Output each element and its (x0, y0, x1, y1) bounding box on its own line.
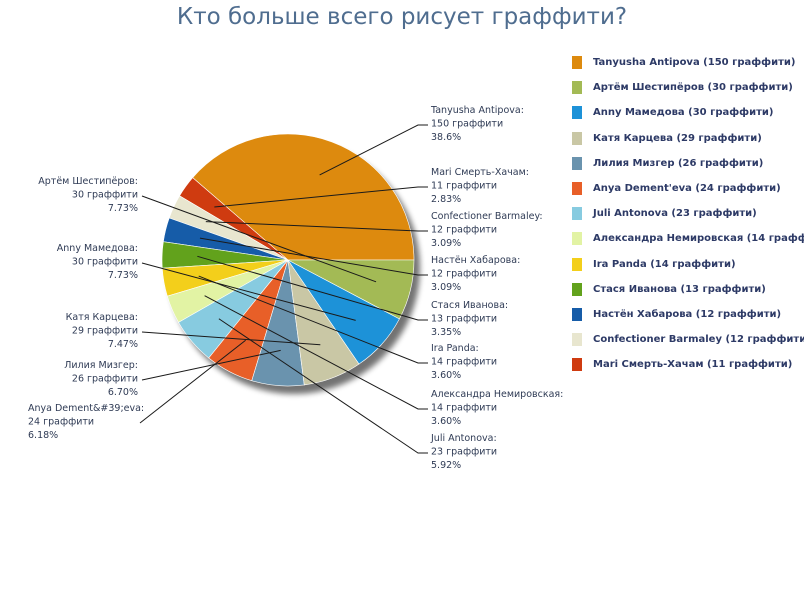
legend-label: Tanyusha Antipova (150 граффити) (593, 57, 796, 69)
legend-item: Anny Мамедова (30 граффити) (572, 100, 804, 125)
legend-item: Лилия Мизгер (26 граффити) (572, 151, 804, 176)
legend-swatch (572, 106, 582, 120)
pie-slice-артём-шестипёров (287, 259, 415, 320)
data-label-percent: 3.09% (431, 238, 461, 249)
data-label-name: Anny Мамедова: (57, 243, 138, 254)
data-label-value: 12 граффити (431, 225, 497, 236)
data-label-value: 13 граффити (431, 314, 497, 325)
data-label-name: Tanyusha Antipova: (430, 105, 524, 116)
legend-label: Anny Мамедова (30 граффити) (593, 107, 774, 119)
legend-item: Juli Antonova (23 граффити) (572, 201, 804, 226)
legend-swatch (572, 232, 582, 246)
data-label-percent: 2.83% (431, 194, 461, 205)
legend-label: Настён Хабарова (12 граффити) (593, 308, 782, 320)
legend-swatch (572, 207, 582, 221)
legend-swatch (572, 56, 582, 70)
data-label-value: 30 граффити (72, 257, 138, 268)
data-label-percent: 3.09% (431, 282, 461, 293)
data-label-value: 24 граффити (28, 417, 94, 428)
data-label-percent: 7.47% (108, 339, 138, 350)
legend-label: Anya Dement'eva (24 граффити) (593, 183, 781, 195)
legend-label: Александра Немировская (14 граффити) (593, 233, 804, 245)
data-label-value: 29 граффити (72, 326, 138, 337)
legend-label: Катя Карцева (29 граффити) (593, 132, 762, 144)
legend-swatch (572, 257, 582, 271)
legend-item: Anya Dement'eva (24 граффити) (572, 176, 804, 201)
legend-item: Tanyusha Antipova (150 граффити) (572, 50, 804, 75)
legend-item: Ira Panda (14 граффити) (572, 252, 804, 277)
legend-label: Ira Panda (14 граффити) (593, 258, 736, 270)
legend-label: Confectioner Barmaley (12 граффити) (593, 334, 804, 346)
legend-swatch (572, 131, 582, 145)
legend-swatch (572, 81, 582, 95)
leader-line-juli-antonova (218, 318, 428, 454)
legend-swatch (572, 182, 582, 196)
legend-label: Стася Иванова (13 граффити) (593, 283, 766, 295)
legend-item: Артём Шестипёров (30 граффити) (572, 75, 804, 100)
legend-item: Александра Немировская (14 граффити) (572, 226, 804, 251)
leader-line-anya-dement-eva (139, 339, 246, 424)
legend-label: Лилия Мизгер (26 граффити) (593, 157, 764, 169)
legend-swatch (572, 156, 582, 170)
data-label-value: 26 граффити (72, 374, 138, 385)
data-label-name: Александра Немировская: (431, 389, 563, 400)
data-label-percent: 3.35% (431, 327, 461, 338)
legend-swatch (572, 307, 582, 321)
leader-line-артём-шестипёров (141, 195, 377, 283)
data-label-value: 14 граффити (431, 357, 497, 368)
data-label-percent: 3.60% (431, 370, 461, 381)
data-label-name: Стася Иванова: (431, 300, 508, 311)
data-label-name: Mari Смерть-Хачам: (431, 167, 529, 178)
chart-legend: Tanyusha Antipova (150 граффити) Артём Ше… (572, 50, 804, 377)
data-label-percent: 5.92% (431, 460, 461, 471)
data-label-percent: 7.73% (108, 203, 138, 214)
data-label-value: 14 граффити (431, 403, 497, 414)
data-label-percent: 6.18% (28, 430, 58, 441)
legend-item: Mari Смерть-Хачам (11 граффити) (572, 352, 804, 377)
leader-line-anny-мамедова (141, 262, 356, 321)
legend-swatch (572, 358, 582, 372)
legend-item: Confectioner Barmaley (12 граффити) (572, 327, 804, 352)
legend-swatch (572, 333, 582, 347)
leader-line-ira-panda (198, 275, 428, 364)
data-label-value: 30 граффити (72, 190, 138, 201)
leader-line-катя-карцева (141, 331, 321, 346)
data-label-percent: 7.73% (108, 270, 138, 281)
data-label-value: 150 граффити (431, 119, 503, 130)
data-label-percent: 6.70% (108, 387, 138, 398)
data-label-name: Лилия Мизгер: (64, 360, 138, 371)
legend-item: Стася Иванова (13 граффити) (572, 277, 804, 302)
data-label-value: 23 граффити (431, 447, 497, 458)
data-label-name: Катя Карцева: (66, 312, 138, 323)
data-label-name: Confectioner Barmaley: (431, 211, 543, 222)
chart-title: Кто больше всего рисует граффити? (176, 4, 628, 30)
data-label-value: 11 граффити (431, 181, 497, 192)
data-label-value: 12 граффити (431, 269, 497, 280)
data-label-name: Ira Panda: (431, 343, 479, 354)
data-label-name: Артём Шестипёров: (38, 176, 138, 187)
leader-line-александра-немировская (204, 295, 428, 410)
legend-item: Настён Хабарова (12 граффити) (572, 302, 804, 327)
legend-label: Juli Antonova (23 граффити) (593, 208, 757, 220)
leader-line-стася-иванова (197, 255, 428, 321)
leader-line-tanyusha-antipova (319, 124, 428, 176)
legend-swatch (572, 282, 582, 296)
legend-label: Mari Смерть-Хачам (11 граффити) (593, 359, 793, 371)
leader-line-настён-хабарова (199, 237, 428, 276)
data-label-percent: 38.6% (431, 132, 461, 143)
leader-line-mari-смерть-хачам (214, 186, 428, 208)
data-label-name: Anya Dement&#39;eva: (28, 403, 144, 414)
data-label-name: Настён Хабарова: (431, 255, 520, 266)
leader-line-confectioner-barmaley (205, 221, 428, 232)
legend-label: Артём Шестипёров (30 граффити) (593, 82, 793, 94)
data-label-percent: 3.60% (431, 416, 461, 427)
leader-line-лилия-мизгер (141, 349, 281, 381)
data-label-name: Juli Antonova: (430, 433, 497, 444)
legend-item: Катя Карцева (29 граффити) (572, 126, 804, 151)
